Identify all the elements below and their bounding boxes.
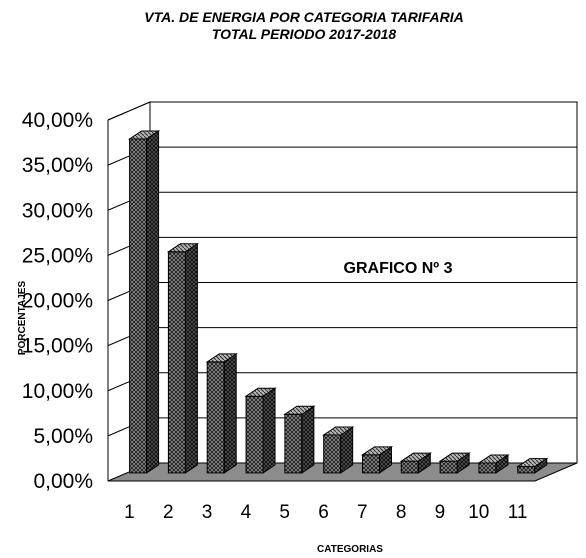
bar-side bbox=[146, 130, 160, 474]
bar bbox=[283, 405, 316, 474]
bar-top bbox=[244, 387, 277, 397]
y-tick-label: 30,00% bbox=[22, 199, 93, 222]
bar-front bbox=[245, 395, 264, 474]
y-tick-label: 5,00% bbox=[33, 425, 93, 448]
bar bbox=[399, 452, 432, 474]
y-tick-label: 20,00% bbox=[22, 290, 93, 313]
bar-front bbox=[129, 138, 148, 474]
x-tick-label: 6 bbox=[318, 502, 329, 523]
bar-front bbox=[206, 361, 225, 474]
bar bbox=[127, 130, 161, 474]
x-tick-label: 7 bbox=[357, 502, 368, 523]
chart-title: VTA. DE ENERGIA POR CATEGORIA TARIFARIA bbox=[144, 9, 463, 25]
bar bbox=[477, 454, 510, 474]
bar bbox=[322, 426, 355, 474]
bar-side bbox=[223, 352, 237, 474]
x-tick-label: 1 bbox=[124, 502, 135, 523]
x-axis-ticks: 1 2 3 4 5 6 7 8 9 10 11 bbox=[124, 502, 527, 523]
y-tick-label: 25,00% bbox=[22, 244, 93, 267]
x-tick-label: 9 bbox=[435, 502, 446, 523]
y-tick-label: 40,00% bbox=[22, 109, 93, 132]
bar-front bbox=[284, 413, 303, 474]
chart-subtitle: TOTAL PERIODO 2017-2018 bbox=[212, 26, 397, 42]
x-tick-label: 3 bbox=[202, 502, 213, 523]
y-tick-label: 10,00% bbox=[22, 380, 93, 403]
chart-annotation: GRAFICO Nº 3 bbox=[344, 260, 453, 277]
bars bbox=[127, 130, 549, 474]
x-tick-label: 8 bbox=[396, 502, 407, 523]
x-tick-label: 5 bbox=[279, 502, 290, 523]
bar-front bbox=[400, 460, 419, 474]
bar-front bbox=[517, 466, 536, 474]
x-tick-label: 4 bbox=[241, 502, 252, 523]
y-axis-ticks: 0,00% 5,00% 10,00% 15,00% 20,00% 25,00% 30,00%… bbox=[22, 109, 93, 493]
bar-top bbox=[283, 405, 316, 415]
bar-top bbox=[322, 426, 355, 436]
bar-top bbox=[127, 130, 161, 140]
bar-top bbox=[166, 243, 200, 253]
bar-top bbox=[438, 452, 471, 462]
bar bbox=[205, 352, 238, 474]
bar bbox=[438, 452, 471, 474]
bar-side bbox=[262, 387, 276, 474]
bar-side bbox=[184, 242, 198, 474]
x-tick-label: 10 bbox=[468, 502, 489, 523]
bar-front bbox=[323, 434, 342, 474]
bar bbox=[360, 445, 394, 474]
y-tick-label: 15,00% bbox=[22, 335, 93, 358]
bar-top bbox=[477, 454, 510, 464]
bar-top bbox=[516, 458, 549, 468]
bar-side bbox=[301, 405, 315, 474]
bar bbox=[516, 457, 549, 474]
bar-top bbox=[205, 353, 238, 363]
y-axis-label: PORCENTAJES bbox=[17, 281, 28, 356]
bar-front bbox=[439, 460, 458, 474]
bar bbox=[166, 242, 200, 474]
bar-front bbox=[361, 454, 380, 474]
bar-front bbox=[478, 462, 497, 474]
y-tick-label: 0,00% bbox=[33, 470, 93, 493]
bar-top bbox=[399, 452, 432, 462]
bar-top bbox=[360, 446, 394, 456]
bar bbox=[244, 387, 277, 474]
x-tick-label: 2 bbox=[163, 502, 174, 523]
y-tick-label: 35,00% bbox=[22, 154, 93, 177]
gridline bbox=[107, 101, 577, 121]
bar-front bbox=[167, 251, 186, 474]
x-axis-label: CATEGORIAS bbox=[317, 544, 383, 555]
x-tick-label: 11 bbox=[508, 502, 528, 523]
